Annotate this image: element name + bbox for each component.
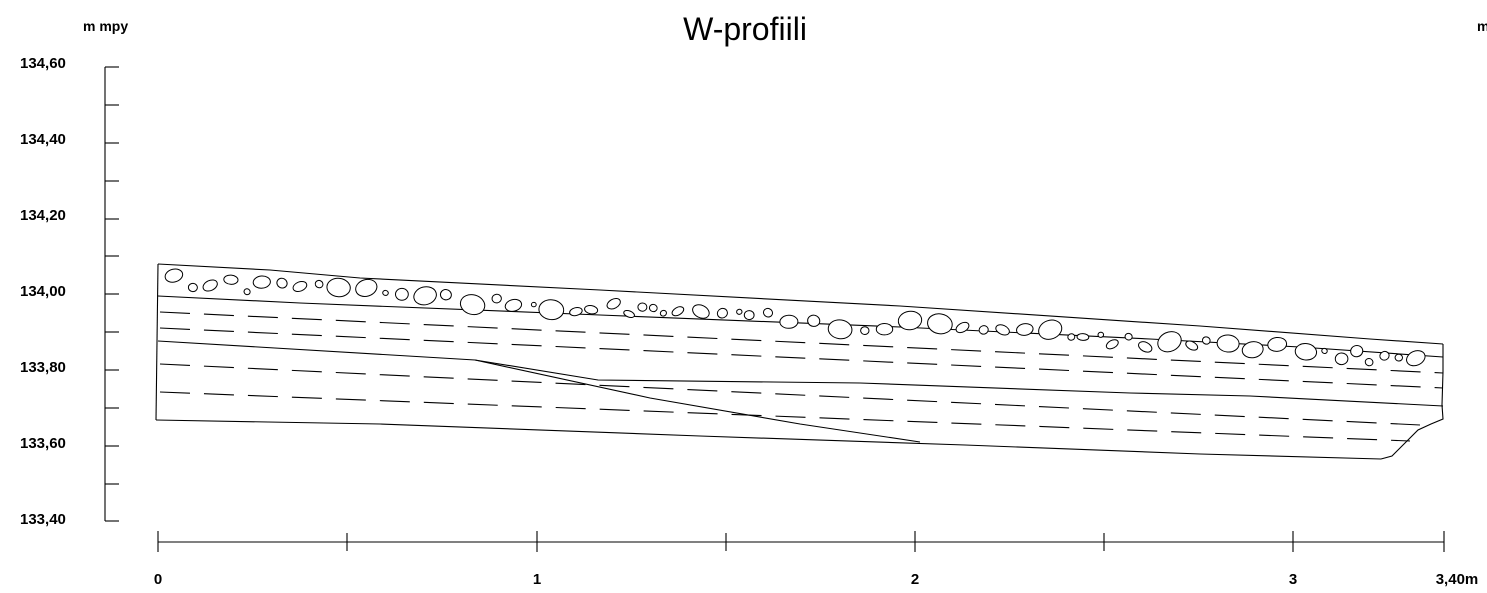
stone [1124,332,1133,341]
distance-label: 3,40m [1436,571,1479,588]
stone [1016,323,1034,336]
distance-label: 1 [533,571,541,588]
stone [860,326,870,336]
stone [252,275,271,289]
stone [1038,319,1063,340]
stone [504,298,523,312]
stone [164,268,184,283]
stone [1138,341,1153,353]
stone [202,279,218,292]
stone [569,307,583,317]
stone [187,282,198,293]
stone [637,302,648,312]
stone [395,287,409,301]
stone [413,286,437,306]
distance-label: 2 [911,571,919,588]
stone [927,313,953,335]
elevation-label: 133,40 [20,511,66,528]
stone [659,309,667,317]
stone [743,310,755,321]
stone [955,321,970,334]
dashed-layer-4 [159,391,1411,442]
stone [978,325,989,335]
stone [1350,344,1364,358]
elevation-label: 133,80 [20,359,66,376]
stone [538,299,565,321]
stone [1406,350,1426,367]
stone-layer [164,268,1426,367]
profile-left-edge [155,263,159,421]
elevation-label: 134,40 [20,131,66,148]
stone [875,323,894,336]
stone [1157,331,1182,353]
stone [648,303,658,313]
stone [897,310,923,331]
distance-ticks [157,531,1445,552]
stone [584,305,599,315]
stone [1364,357,1374,367]
stone [1394,353,1403,362]
elevation-axis: 134,60 134,40 134,20 134,00 133,80 133,6… [20,55,119,528]
stone [736,308,743,315]
stone [623,309,635,319]
soil-profile [155,263,1444,460]
stone [530,301,537,308]
stone [1216,334,1240,353]
stone [692,304,710,319]
stone [779,314,799,329]
profile-bottom-boundary [155,419,1382,460]
stone [276,277,288,289]
stone [1067,333,1076,341]
stone [995,324,1010,336]
stone [459,294,486,316]
stone [1105,339,1119,350]
stone [439,289,452,301]
elevation-label: 134,60 [20,55,66,72]
stone [292,281,308,292]
stone [1294,343,1318,361]
stone [1267,336,1288,352]
elevation-ticks [105,66,119,522]
distance-label: 3 [1289,571,1297,588]
stone [671,306,685,317]
distance-labels: 0 1 2 3 3,40m [154,571,1478,588]
elevation-label: 134,20 [20,207,66,224]
stone [1185,340,1199,351]
stone [243,288,251,296]
drawing-title: W-profiili [683,11,807,47]
stone [1076,333,1090,341]
elevation-label: 133,60 [20,435,66,452]
stone [1201,336,1211,345]
stone [382,289,389,296]
stone [1321,347,1328,354]
stone [827,319,853,340]
elevation-label: 134,00 [20,283,66,300]
stone [1334,352,1349,366]
stone [1097,331,1105,338]
stone [223,274,239,285]
stone [314,279,324,289]
distance-axis: 0 1 2 3 3,40m [154,531,1478,588]
stone [807,314,821,327]
stone [716,307,728,319]
dashed-layer-3 [159,363,1421,426]
elevation-labels: 134,60 134,40 134,20 134,00 133,80 133,6… [20,55,66,528]
stone [491,293,502,304]
stone [606,297,621,310]
profile-top-surface [157,263,1444,345]
elevation-unit-label-right: m [1477,18,1487,34]
dashed-layer-1 [159,311,1444,374]
distance-label: 0 [154,571,162,588]
stone [326,277,351,298]
stone [1241,341,1264,359]
stone [1379,350,1390,361]
cut-line [474,359,921,443]
stone [762,307,774,318]
profile-right-edge [1380,344,1444,460]
stone [355,278,378,297]
elevation-unit-label: m mpy [83,18,128,34]
dashed-layer-2 [159,327,1444,389]
